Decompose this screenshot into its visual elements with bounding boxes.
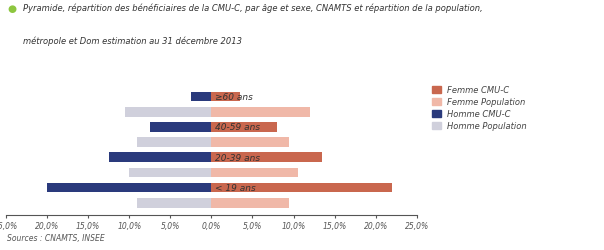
Text: < 19 ans: < 19 ans	[214, 183, 255, 192]
Bar	[211, 183, 392, 193]
Legend: Femme CMU-C, Femme Population, Homme CMU-C, Homme Population: Femme CMU-C, Femme Population, Homme CMU…	[429, 83, 530, 134]
Bar	[125, 107, 211, 117]
Text: métropole et Dom estimation au 31 décembre 2013: métropole et Dom estimation au 31 décemb…	[23, 36, 242, 46]
Text: 20-39 ans: 20-39 ans	[214, 153, 260, 162]
Bar	[211, 92, 240, 102]
Text: Pyramide, répartition des bénéficiaires de la CMU-C, par âge et sexe, CNAMTS et : Pyramide, répartition des bénéficiaires …	[23, 4, 483, 13]
Bar	[211, 153, 323, 162]
Text: 40-59 ans: 40-59 ans	[214, 123, 260, 132]
Bar	[211, 138, 289, 147]
Text: ●: ●	[7, 4, 16, 14]
Text: Sources : CNAMTS, INSEE: Sources : CNAMTS, INSEE	[7, 234, 105, 242]
Bar	[150, 122, 211, 132]
Bar	[211, 122, 277, 132]
Bar	[109, 153, 211, 162]
Bar	[211, 168, 298, 177]
Bar	[129, 168, 211, 177]
Bar	[47, 183, 211, 193]
Text: ≥60 ans: ≥60 ans	[214, 92, 252, 102]
Bar	[211, 107, 310, 117]
Bar	[138, 198, 211, 208]
Bar	[138, 138, 211, 147]
Bar	[191, 92, 211, 102]
Bar	[211, 198, 289, 208]
